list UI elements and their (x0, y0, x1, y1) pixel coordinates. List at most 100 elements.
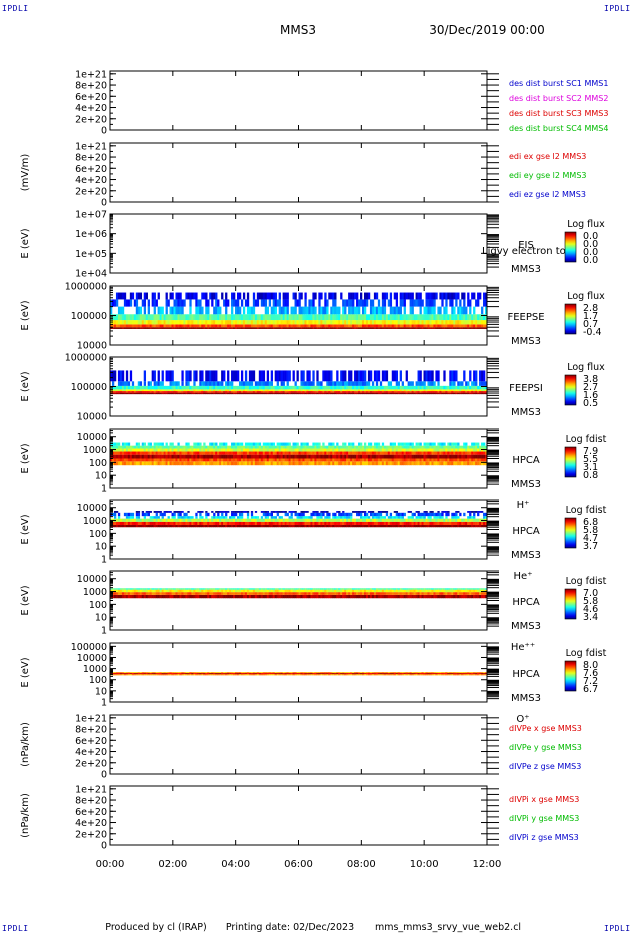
spectrogram-cell (405, 320, 408, 325)
spectrogram-cell (344, 518, 347, 522)
spectrogram-cell (173, 381, 176, 386)
spectrogram-cell (213, 370, 216, 382)
spectrogram-cell (288, 454, 291, 459)
spectrogram-cell (354, 448, 357, 452)
spectrogram-cell (242, 391, 246, 393)
spectrogram-cell (141, 461, 145, 466)
spectrogram-cell (308, 391, 311, 393)
spectrogram-cell (187, 314, 190, 321)
spectrogram-cell (403, 445, 406, 449)
spectrogram-cell (360, 381, 363, 386)
spectrogram-cell (113, 594, 117, 599)
spectrogram-cell (272, 391, 275, 393)
spectrogram-cell (306, 320, 309, 325)
spectrogram-cell (211, 370, 214, 382)
spectrogram-cell (286, 392, 289, 395)
spectrogram-cell (113, 451, 117, 455)
spectrogram-cell (471, 314, 474, 321)
spectrogram-cell (235, 445, 238, 449)
spectrogram-cell (151, 391, 154, 393)
spectrogram-cell (455, 327, 458, 329)
spectrogram-cell (481, 451, 484, 455)
spectrogram-cell (445, 518, 448, 522)
spectrogram-cell (467, 521, 470, 525)
spectrogram-cell (296, 445, 299, 449)
spectrogram-cell (399, 320, 402, 325)
spectrogram-cell (352, 324, 355, 328)
spectrogram-cell (147, 448, 150, 452)
spectrogram-cell (381, 445, 385, 449)
spectrogram-cell (294, 381, 297, 386)
spectrogram-cell (302, 445, 305, 449)
spectrogram-cell (445, 314, 448, 321)
spectrogram-cell (240, 594, 244, 599)
spectrogram-cell (405, 521, 408, 525)
spectrogram-cell (258, 445, 262, 449)
spectrogram-cell (141, 512, 145, 517)
spectrogram-cell (250, 385, 254, 390)
spectrogram-cell (139, 385, 143, 390)
spectrogram-cell (473, 524, 476, 528)
spectrogram-cell (127, 385, 131, 390)
spectrogram-cell (383, 370, 387, 382)
y-tick-label: 0 (101, 198, 107, 209)
spectrogram-cell (199, 324, 202, 328)
spectrogram-cell (435, 516, 438, 519)
spectrogram-cell (167, 454, 170, 459)
spectrogram-cell (360, 448, 363, 452)
spectrogram-cell (229, 381, 232, 386)
spectrogram-cell (481, 521, 484, 525)
spectrogram-cell (213, 324, 216, 328)
spectrogram-cell (367, 327, 371, 329)
spectrogram-cell (264, 458, 268, 462)
spectrogram-cell (286, 391, 289, 393)
spectrogram-cell (260, 511, 264, 513)
spectrogram-cell (302, 327, 305, 329)
spectrogram-cell (439, 458, 442, 462)
spectrogram-cell (191, 314, 194, 321)
spectrogram-cell (363, 518, 367, 522)
spectrogram-cell (235, 458, 238, 462)
spectrogram-cell (479, 327, 482, 329)
spectrogram-cell (227, 299, 230, 307)
spectrogram-cell (147, 314, 150, 321)
spectrogram-cell (344, 521, 347, 525)
spectrogram-cell (338, 516, 341, 519)
spectrogram-cell (431, 442, 434, 446)
spectrogram-cell (365, 524, 369, 528)
spectrogram-cell (155, 512, 158, 517)
spectrogram-cell (211, 299, 214, 307)
spectrogram-cell (443, 392, 446, 395)
spectrogram-cell (117, 445, 121, 449)
spectrogram-cell (254, 448, 258, 452)
spectrogram-cell (350, 512, 353, 517)
spectrogram-cell (326, 392, 329, 395)
spectrogram-cell (403, 451, 406, 455)
spectrogram-cell (379, 306, 383, 315)
spectrogram-cell (437, 518, 440, 522)
spectrogram-cell (187, 370, 190, 382)
spectrogram-cell (183, 594, 186, 599)
spectrogram-cell (485, 521, 488, 525)
spectrogram-cell (421, 320, 424, 325)
spectrogram-cell (252, 594, 256, 599)
spectrogram-cell (367, 320, 371, 325)
spectrogram-cell (324, 461, 327, 466)
spectrogram-cell (171, 454, 174, 459)
spectrogram-cell (260, 454, 264, 459)
spectrogram-cell (397, 521, 400, 525)
spectrogram-cell (137, 461, 141, 466)
spectrogram-cell (427, 292, 430, 300)
spectrogram-cell (425, 511, 428, 513)
spectrogram-cell (165, 299, 168, 307)
spectrogram-cell (306, 451, 309, 455)
spectrogram-cell (256, 518, 260, 522)
spectrogram-cell (433, 320, 436, 325)
spectrogram-cell (173, 461, 176, 466)
spectrogram-cell (381, 327, 385, 329)
spectrogram-cell (221, 292, 224, 300)
spectrogram-cell (403, 521, 406, 525)
spectrogram-cell (360, 392, 363, 395)
spectrogram-cell (350, 454, 353, 459)
spectrogram-cell (125, 448, 129, 452)
